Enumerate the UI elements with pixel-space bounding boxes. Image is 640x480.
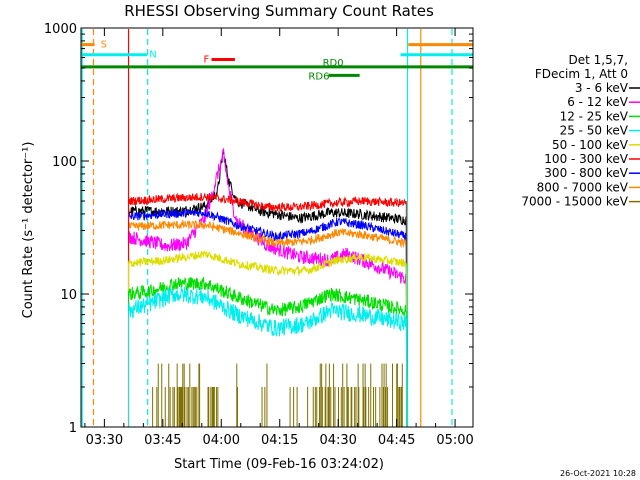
flag-label-rd6: RD6 <box>308 71 329 82</box>
series-800-7000-kev <box>128 219 408 428</box>
legend-label: 12 - 25 keV <box>560 109 629 123</box>
legend-label: 7000 - 15000 keV <box>521 195 628 209</box>
y-tick-label: 10 <box>60 288 77 303</box>
series-100-300-kev <box>128 192 408 428</box>
x-tick-label: 04:15 <box>261 433 298 448</box>
axes: 03:30 03:45 04:00 04:15 04:30 04:45 05:00 1 10 10… <box>44 22 474 448</box>
legend-label: 300 - 800 keV <box>544 166 628 180</box>
x-tick-label: 04:45 <box>378 433 415 448</box>
x-axis-label: Start Time (09-Feb-16 03:24:02) <box>174 457 384 472</box>
y-axis-label: Count Rate (s⁻¹ detector⁻¹) <box>21 142 36 319</box>
legend-header-2: FDecim 1, Att 0 <box>535 67 628 81</box>
legend-label: 100 - 300 keV <box>544 152 628 166</box>
x-tick-label: 05:00 <box>436 433 473 448</box>
x-tick-label: 04:30 <box>319 433 356 448</box>
y-tick-label: 1 <box>69 421 77 436</box>
x-tick-label: 03:30 <box>86 433 123 448</box>
legend-label: 6 - 12 keV <box>567 95 629 109</box>
legend-label: 50 - 100 keV <box>552 138 629 152</box>
legend-label: 3 - 6 keV <box>575 81 629 95</box>
y-tick-label: 100 <box>52 155 77 170</box>
series-50-100-kev <box>128 249 408 428</box>
y-tick-label: 1000 <box>44 22 77 37</box>
x-tick-label: 04:00 <box>203 433 240 448</box>
legend-label: 800 - 7000 keV <box>537 180 629 194</box>
flag-label-f: F <box>204 54 210 65</box>
flag-label-n: N <box>149 50 156 61</box>
flag-label-s: S <box>101 40 107 51</box>
series-300-800-kev <box>128 208 408 428</box>
series-25-50-kev <box>128 286 408 428</box>
series-12-25-kev <box>128 276 408 428</box>
series-7000-15000-kev <box>152 363 403 427</box>
chart-title: RHESSI Observing Summary Count Rates <box>124 2 434 20</box>
legend-header-1: Det 1,5,7, <box>569 53 629 67</box>
flag-label-rd0: RD0 <box>323 58 344 69</box>
footer-date: 26-Oct-2021 10:28 <box>560 469 636 478</box>
plot-frame <box>80 27 474 428</box>
legend-label: 25 - 50 keV <box>560 124 629 138</box>
plot-area: S N F RD0 RD6 <box>81 29 473 428</box>
x-tick-label: 03:45 <box>144 433 181 448</box>
